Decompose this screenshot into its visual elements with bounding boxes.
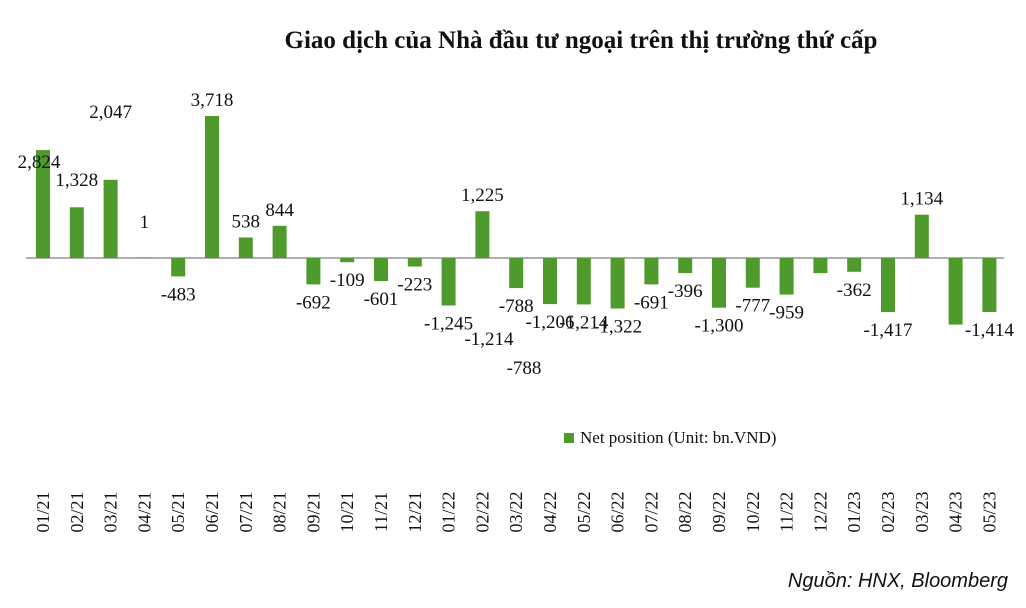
legend-label: Net position (Unit: bn.VND) bbox=[580, 428, 776, 447]
data-label-05-22: -1,214 bbox=[559, 312, 609, 333]
bar-12-21 bbox=[407, 258, 422, 267]
bar-06-21 bbox=[205, 116, 219, 258]
bar-03-22 bbox=[509, 258, 524, 289]
x-tick-06-21: 06/21 bbox=[202, 491, 222, 532]
bar-03-23 bbox=[914, 214, 929, 258]
data-label-09-21: -692 bbox=[296, 292, 331, 313]
x-tick-01-21: 01/21 bbox=[33, 491, 53, 532]
bar-02-23 bbox=[881, 258, 895, 313]
x-tick-02-22: 02/22 bbox=[472, 491, 492, 532]
x-tick-07-22: 07/22 bbox=[641, 491, 661, 532]
bar-09-22 bbox=[712, 258, 726, 308]
x-tick-04-23: 04/23 bbox=[946, 491, 966, 532]
bar-07-22 bbox=[644, 258, 659, 285]
x-tick-03-22: 03/22 bbox=[506, 491, 526, 532]
data-label-08-21: 844 bbox=[265, 200, 294, 221]
data-label-12-21: -223 bbox=[397, 275, 432, 296]
bar-02-21 bbox=[69, 207, 84, 258]
bar-05-21 bbox=[171, 258, 186, 277]
x-tick-04-22: 04/22 bbox=[540, 491, 560, 532]
x-tick-02-21: 02/21 bbox=[67, 491, 87, 532]
data-label-03-22: -788 bbox=[499, 296, 534, 317]
x-tick-12-21: 12/21 bbox=[405, 491, 425, 532]
x-tick-05-21: 05/21 bbox=[168, 491, 188, 532]
bar-01-21 bbox=[36, 150, 50, 258]
data-label-01-22: -1,245 bbox=[424, 314, 473, 335]
x-tick-10-22: 10/22 bbox=[743, 491, 763, 532]
data-label-06-21: 3,718 bbox=[191, 90, 234, 111]
bar-01-22 bbox=[441, 258, 456, 306]
x-tick-03-21: 03/21 bbox=[101, 491, 121, 532]
data-label-05-21: -483 bbox=[161, 284, 196, 305]
bar-11-22 bbox=[779, 258, 794, 295]
data-label-02-23: -1,417 bbox=[863, 320, 912, 341]
x-tick-11-21: 11/21 bbox=[371, 492, 391, 532]
x-tick-05-23: 05/23 bbox=[979, 491, 999, 532]
extra-data-label-1: -1,214 bbox=[464, 329, 514, 350]
x-tick-11-22: 11/22 bbox=[777, 492, 797, 532]
data-label-07-22: -691 bbox=[634, 292, 669, 313]
bars-group bbox=[36, 116, 997, 325]
x-tick-12-22: 12/22 bbox=[810, 491, 830, 532]
x-tick-10-21: 10/21 bbox=[337, 491, 357, 532]
data-label-11-22: -959 bbox=[769, 303, 804, 324]
bar-04-23 bbox=[948, 258, 963, 325]
legend-swatch bbox=[564, 433, 574, 443]
source-note: Nguồn: HNX, Bloomberg bbox=[787, 570, 1008, 592]
bar-02-22 bbox=[475, 211, 490, 258]
bar-09-21 bbox=[306, 258, 321, 285]
x-tick-09-21: 09/21 bbox=[303, 491, 323, 532]
data-label-10-22: -777 bbox=[735, 296, 770, 317]
x-tick-01-23: 01/23 bbox=[844, 491, 864, 532]
bar-04-21 bbox=[137, 257, 152, 258]
bar-11-21 bbox=[374, 258, 388, 281]
x-tick-05-22: 05/22 bbox=[574, 491, 594, 532]
bar-10-21 bbox=[340, 258, 355, 263]
x-tick-labels-group: 01/21 02/21 03/21 04/21 05/21 06/21 07/21 08/21… bbox=[33, 491, 999, 532]
x-tick-03-23: 03/23 bbox=[912, 491, 932, 532]
bar-10-22 bbox=[745, 258, 760, 288]
bar-01-23 bbox=[847, 258, 862, 272]
data-label-05-23: -1,414 bbox=[965, 320, 1015, 341]
data-label-07-21: 538 bbox=[232, 212, 261, 233]
legend: Net position (Unit: bn.VND) bbox=[564, 428, 776, 447]
bar-05-23 bbox=[982, 258, 997, 312]
data-label-01-21: 2,824 bbox=[18, 152, 61, 173]
data-label-11-21: -601 bbox=[364, 289, 399, 310]
x-tick-08-21: 08/21 bbox=[270, 491, 290, 532]
extra-data-label-2: -788 bbox=[507, 358, 542, 379]
data-label-03-21: 2,047 bbox=[89, 102, 132, 123]
bar-12-22 bbox=[813, 258, 828, 274]
chart-title: Giao dịch của Nhà đầu tư ngoại trên thị … bbox=[285, 27, 878, 54]
x-tick-04-21: 04/21 bbox=[134, 491, 154, 532]
data-label-01-23: -362 bbox=[837, 280, 872, 301]
data-label-09-22: -1,300 bbox=[694, 316, 743, 337]
bar-08-21 bbox=[272, 225, 287, 258]
x-tick-02-23: 02/23 bbox=[878, 491, 898, 532]
data-label-06-22: -1,322 bbox=[593, 317, 642, 338]
bar-08-22 bbox=[678, 258, 693, 274]
x-tick-09-22: 09/22 bbox=[709, 491, 729, 532]
x-tick-06-22: 06/22 bbox=[608, 491, 628, 532]
data-label-02-22: 1,225 bbox=[461, 185, 504, 206]
data-label-04-21: 1 bbox=[140, 212, 150, 233]
x-tick-08-22: 08/22 bbox=[675, 491, 695, 532]
bar-04-22 bbox=[543, 258, 557, 305]
data-label-10-21: -109 bbox=[330, 270, 365, 291]
data-label-08-22: -396 bbox=[668, 281, 703, 302]
bar-05-22 bbox=[576, 258, 591, 305]
x-tick-01-22: 01/22 bbox=[439, 491, 459, 532]
data-label-04-22: -1,206 bbox=[525, 312, 574, 333]
x-tick-07-21: 07/21 bbox=[236, 491, 256, 532]
data-label-02-21: 1,328 bbox=[55, 170, 98, 191]
data-label-03-23: 1,134 bbox=[900, 189, 943, 210]
bar-06-22 bbox=[610, 258, 625, 309]
bar-07-21 bbox=[238, 237, 253, 258]
bar-03-21 bbox=[103, 179, 118, 258]
data-labels-group: 2,8241,3282,0471-4833,718538844-692-109-… bbox=[18, 90, 1015, 379]
